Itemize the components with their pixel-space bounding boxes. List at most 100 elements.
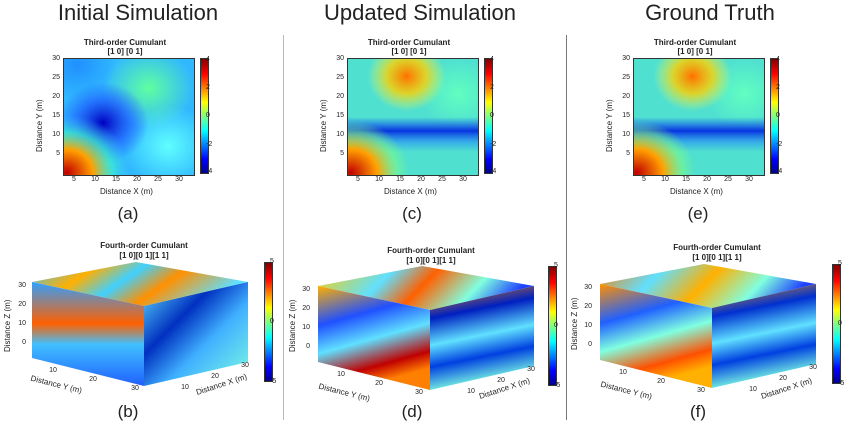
y-tick: 10 [622,131,630,138]
y-tick: 25 [52,74,60,81]
y-tick: 25 [336,74,344,81]
cbar-tick: 0 [206,112,210,119]
z-tick: 30 [18,282,26,289]
cbar-tick: 0 [270,318,274,325]
column-divider-left [283,35,284,420]
z-tick: 10 [584,322,592,329]
x-tick: 10 [749,386,757,393]
x-tick: 20 [417,176,425,183]
x-tick: 10 [181,384,189,391]
z-tick: 10 [18,320,26,327]
cbar-tick: 0 [490,112,494,119]
cube-updated [318,266,534,390]
cbar-tick: -5 [270,378,277,385]
column-divider-right [566,35,567,420]
x-tick: 30 [809,364,817,371]
panel-label-f: (f) [689,402,707,421]
z-axis-label: Distance Z (m) [3,299,12,352]
x-tick: 15 [396,176,404,183]
column-title-ground-truth: Ground Truth [645,0,775,25]
plot-title-line2: [1 0][0 1][1 1] [119,251,169,260]
x-tick: 5 [72,176,76,183]
x-tick: 20 [779,375,787,382]
plot-title-line1: Fourth-order Cumulant [673,243,761,252]
plot-title-line2: [1 0][0 1][1 1] [692,253,742,262]
y-axis-label: Distance Y (m) [35,99,44,152]
z-tick: 20 [584,303,592,310]
colorbar-c [484,58,493,174]
x-tick: 25 [154,176,162,183]
z-tick: 0 [22,339,26,346]
x-tick: 20 [497,377,505,384]
panel-label-c: (c) [402,204,422,223]
x-axis-label: Distance X (m) [100,187,153,196]
y-tick: 20 [336,93,344,100]
x-tick: 20 [133,176,141,183]
cbar-tick: -4 [776,168,783,175]
cbar-tick: -5 [554,382,561,389]
cbar-tick: 4 [490,56,494,63]
cbar-tick: 0 [554,322,558,329]
cbar-tick: 4 [776,56,780,63]
y-axis-label: Distance Y (m) [605,99,614,152]
cbar-tick: -5 [838,380,845,387]
plot-title-line2: [1 0] [0 1] [391,47,427,56]
z-tick: 0 [306,343,310,350]
column-title-initial: Initial Simulation [57,0,219,25]
y-tick: 20 [52,93,60,100]
colorbar-d [548,266,557,386]
colorbar-a [200,58,209,174]
cbar-tick: 2 [776,84,780,91]
heatmap-initial [63,58,195,176]
cbar-tick: 5 [270,258,274,265]
column-title-updated: Updated Simulation [323,0,516,25]
y-tick: 5 [340,150,344,157]
x-tick: 15 [682,176,690,183]
x-axis-label: Distance X (m) [670,187,723,196]
cbar-tick: 5 [838,260,842,267]
cbar-tick: 5 [554,262,558,269]
x-tick: 15 [112,176,120,183]
plot-title-line2: [1 0] [0 1] [107,47,143,56]
plot-title-line2: [1 0] [0 1] [677,47,713,56]
z-tick: 20 [18,301,26,308]
y-tick: 5 [56,150,60,157]
y-tick: 20 [622,93,630,100]
y-tick: 10 [619,369,627,376]
x-tick: 20 [211,373,219,380]
y-tick: 5 [626,150,630,157]
x-axis-label: Distance X (m) [384,187,437,196]
cube-ground-truth [600,264,816,388]
z-tick: 30 [584,284,592,291]
panel-label-b: (b) [117,402,139,421]
y-tick: 10 [336,131,344,138]
y-tick: 30 [336,55,344,62]
x-tick: 30 [745,176,753,183]
y-tick: 25 [622,74,630,81]
y-tick: 30 [622,55,630,62]
cbar-tick: 0 [776,112,780,119]
plot-title-line1: Third-order Cumulant [367,38,451,47]
x-tick: 10 [661,176,669,183]
cube-initial [32,262,248,386]
z-tick: 0 [588,341,592,348]
z-tick: 20 [302,305,310,312]
plot-title-line2: [1 0][0 1][1 1] [406,256,456,265]
colorbar-b [264,262,273,382]
y-tick: 10 [49,367,57,374]
z-tick: 30 [302,286,310,293]
y-axis-label: Distance Y (m) [319,99,328,152]
y-tick: 10 [52,131,60,138]
x-tick: 20 [703,176,711,183]
cbar-tick: -2 [776,141,783,148]
plot-title-line1: Fourth-order Cumulant [387,246,475,255]
cbar-tick: 2 [490,84,494,91]
x-tick: 10 [467,388,475,395]
x-tick: 30 [241,362,249,369]
y-tick: 30 [131,385,139,392]
y-tick: 15 [622,112,630,119]
cbar-tick: 0 [838,320,842,327]
x-tick: 25 [438,176,446,183]
panel-label-a: (a) [117,204,139,223]
cbar-tick: 4 [206,56,210,63]
